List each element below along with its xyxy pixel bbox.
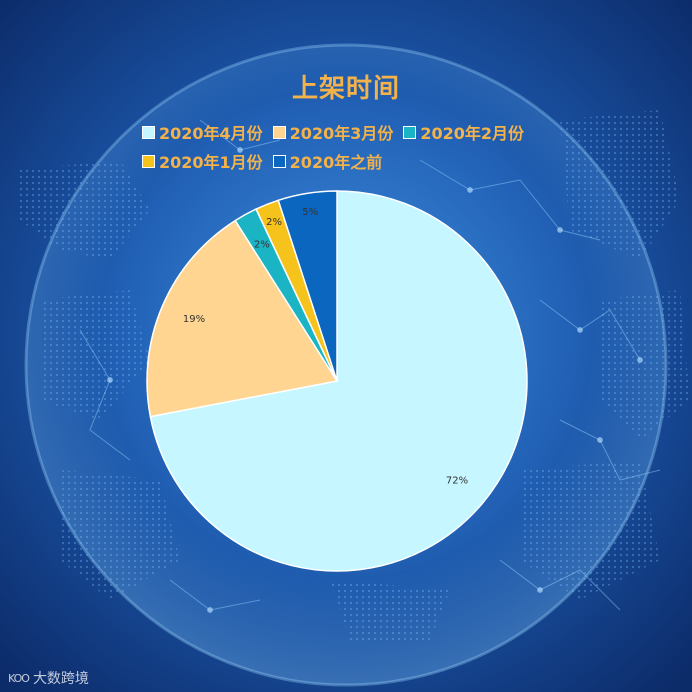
pie-slice-before-2020[interactable] [277, 190, 338, 382]
legend-label-april: 2020年4月份 [159, 124, 263, 143]
legend-swatch-april [142, 125, 155, 139]
map-dots [20, 110, 690, 640]
legend-item-before-2020[interactable]: 2020年之前 [272, 149, 383, 173]
slice-label-february: 2% [254, 239, 270, 250]
slice-label-april: 72% [446, 475, 468, 486]
legend-label-january: 2020年1月份 [159, 153, 263, 172]
legend-item-march[interactable]: 2020年3月份 [272, 120, 394, 144]
pie-slice-march[interactable] [146, 219, 339, 418]
slice-label-january: 2% [266, 217, 282, 228]
legend-label-february: 2020年2月份 [420, 124, 525, 143]
legend-item-april[interactable]: 2020年4月份 [142, 120, 263, 144]
chart-title: 上架时间 [291, 74, 400, 104]
legend-swatch-january [142, 154, 155, 168]
legend-label-before-2020: 2020年之前 [289, 153, 383, 172]
watermark: KOO 大数跨境 [8, 668, 89, 688]
pie-slice-april[interactable] [149, 190, 528, 572]
legend-row-1: 2020年4月份 2020年3月份 2020年2月份 [142, 120, 534, 144]
legend-item-february[interactable]: 2020年2月份 [403, 120, 524, 144]
legend-item-january[interactable]: 2020年1月份 [142, 149, 263, 173]
legend-swatch-february [403, 125, 417, 139]
legend-swatch-before-2020 [272, 154, 286, 168]
watermark-logo: KOO [8, 671, 30, 685]
constellation-lines [79, 119, 661, 613]
legend-swatch-march [272, 125, 286, 139]
slice-label-before-2020: 5% [302, 207, 318, 218]
slice-label-march: 19% [183, 314, 205, 325]
legend-row-2: 2020年1月份 2020年之前 [142, 149, 392, 173]
legend-label-march: 2020年3月份 [289, 124, 394, 143]
watermark-text: 大数跨境 [32, 671, 89, 687]
